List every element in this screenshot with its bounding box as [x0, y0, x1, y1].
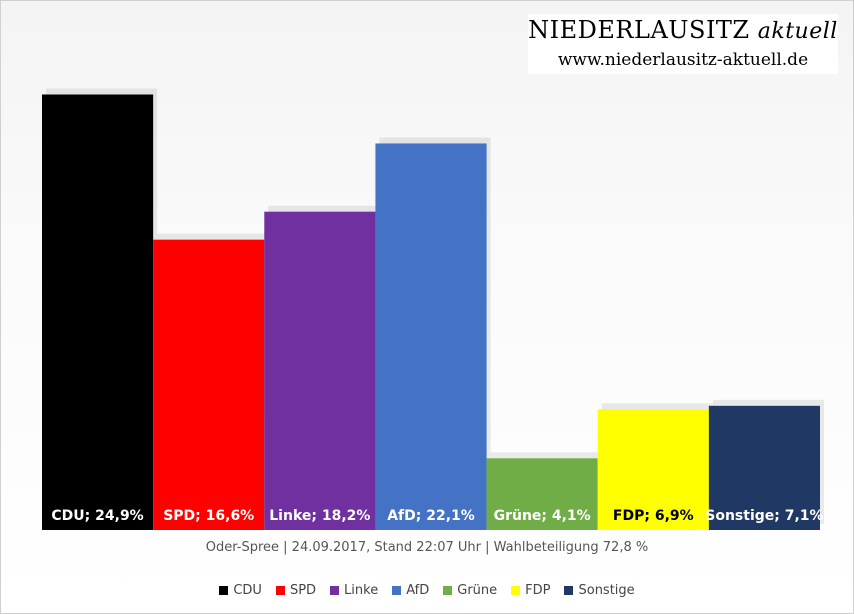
chart-caption: Oder-Spree | 24.09.2017, Stand 22:07 Uhr… — [205, 540, 649, 555]
legend-swatch-sonstige — [564, 586, 574, 595]
data-label-linke: Linke; 18,2% — [269, 508, 370, 524]
bar-sonstige — [708, 405, 820, 530]
legend-swatch-fdp — [511, 586, 521, 595]
legend-item-spd: SPD — [275, 583, 317, 598]
brand-name-suffix: aktuell — [757, 19, 838, 44]
legend-item-fdp: FDP — [511, 583, 550, 598]
bar-fdp — [597, 409, 709, 530]
legend-swatch-afd — [392, 586, 402, 595]
legend-item-cdu: CDU — [219, 583, 262, 598]
legend-swatch-grüne — [443, 586, 453, 595]
legend-item-sonstige: Sonstige — [564, 583, 635, 598]
chart-legend: CDU SPD Linke AfD Grüne FDP Sonstige — [0, 583, 854, 598]
brand-url: www.niederlausitz-aktuell.de — [557, 50, 809, 70]
bar-spd — [153, 239, 265, 530]
legend-label-spd: SPD — [289, 583, 317, 598]
legend-swatch-cdu — [219, 586, 229, 595]
data-label-spd: SPD; 16,6% — [163, 508, 254, 524]
legend-swatch-spd — [275, 586, 285, 595]
data-label-grüne: Grüne; 4,1% — [494, 508, 591, 524]
legend-item-grüne: Grüne — [443, 583, 497, 598]
brand-name-main: NIEDERLAUSITZ — [528, 16, 750, 44]
data-label-sonstige: Sonstige; 7,1% — [705, 508, 823, 524]
legend-item-linke: Linke — [330, 583, 378, 598]
bar-linke — [264, 211, 376, 530]
data-label-fdp: FDP; 6,9% — [613, 508, 694, 524]
brand-name: NIEDERLAUSITZ aktuell — [528, 14, 838, 48]
legend-label-cdu: CDU — [233, 583, 262, 598]
legend-label-fdp: FDP — [525, 583, 551, 598]
data-label-cdu: CDU; 24,9% — [51, 508, 143, 524]
legend-item-afd: AfD — [392, 583, 429, 598]
bar-cdu — [42, 94, 154, 531]
legend-swatch-linke — [330, 586, 340, 595]
bar-afd — [375, 143, 487, 530]
brand-logo: NIEDERLAUSITZ aktuell www.niederlausitz-… — [528, 14, 838, 74]
legend-label-afd: AfD — [406, 583, 430, 598]
legend-label-linke: Linke — [344, 583, 379, 598]
bar-grüne — [486, 458, 598, 530]
data-label-afd: AfD; 22,1% — [387, 508, 475, 524]
legend-label-sonstige: Sonstige — [578, 583, 635, 598]
legend-label-grüne: Grüne — [457, 583, 498, 598]
